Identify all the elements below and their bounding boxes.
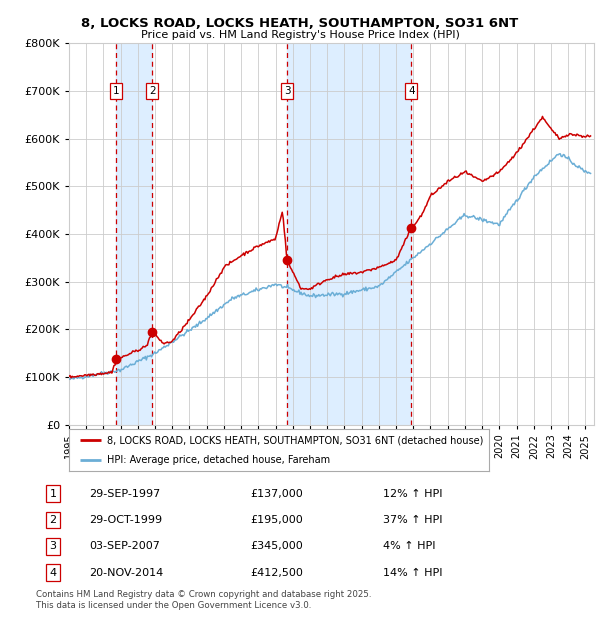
- Text: £412,500: £412,500: [250, 568, 303, 578]
- Text: 14% ↑ HPI: 14% ↑ HPI: [383, 568, 443, 578]
- Text: 4% ↑ HPI: 4% ↑ HPI: [383, 541, 436, 551]
- Text: 03-SEP-2007: 03-SEP-2007: [89, 541, 160, 551]
- Text: 12% ↑ HPI: 12% ↑ HPI: [383, 489, 443, 498]
- Text: £345,000: £345,000: [250, 541, 302, 551]
- Text: 20-NOV-2014: 20-NOV-2014: [89, 568, 163, 578]
- Text: 8, LOCKS ROAD, LOCKS HEATH, SOUTHAMPTON, SO31 6NT: 8, LOCKS ROAD, LOCKS HEATH, SOUTHAMPTON,…: [82, 17, 518, 30]
- Text: Contains HM Land Registry data © Crown copyright and database right 2025.
This d: Contains HM Land Registry data © Crown c…: [36, 590, 371, 609]
- Text: 3: 3: [284, 86, 290, 96]
- Bar: [116, 43, 152, 425]
- Text: 2: 2: [149, 86, 155, 96]
- Text: 4: 4: [408, 86, 415, 96]
- Text: 29-SEP-1997: 29-SEP-1997: [89, 489, 160, 498]
- Text: 4: 4: [49, 568, 56, 578]
- Text: 1: 1: [113, 86, 119, 96]
- Text: 29-OCT-1999: 29-OCT-1999: [89, 515, 162, 525]
- Text: 1: 1: [49, 489, 56, 498]
- Text: Price paid vs. HM Land Registry's House Price Index (HPI): Price paid vs. HM Land Registry's House …: [140, 30, 460, 40]
- Text: £137,000: £137,000: [250, 489, 302, 498]
- Text: 37% ↑ HPI: 37% ↑ HPI: [383, 515, 443, 525]
- Text: £195,000: £195,000: [250, 515, 302, 525]
- Text: 2: 2: [49, 515, 56, 525]
- Text: 8, LOCKS ROAD, LOCKS HEATH, SOUTHAMPTON, SO31 6NT (detached house): 8, LOCKS ROAD, LOCKS HEATH, SOUTHAMPTON,…: [107, 435, 483, 445]
- Text: HPI: Average price, detached house, Fareham: HPI: Average price, detached house, Fare…: [107, 455, 330, 465]
- Text: 3: 3: [49, 541, 56, 551]
- Bar: [287, 43, 412, 425]
